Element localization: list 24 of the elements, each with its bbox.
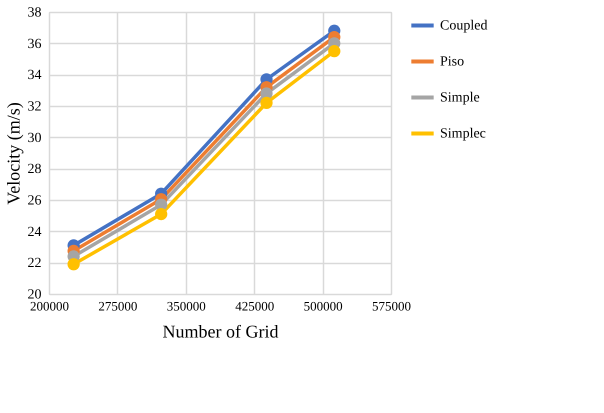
x-tick-label: 575000 — [372, 298, 411, 314]
y-tick-label: 24 — [28, 224, 42, 240]
y-tick-label: 36 — [28, 36, 42, 52]
legend-label: Simplec — [440, 126, 486, 142]
point — [68, 258, 80, 270]
x-axis-title: Number of Grid — [162, 322, 278, 342]
x-tick-label: 500000 — [304, 298, 343, 314]
legend-label: Piso — [440, 54, 464, 70]
y-tick-label: 28 — [28, 162, 42, 178]
point — [260, 96, 273, 109]
legend-label: Simple — [440, 90, 480, 106]
y-axis-title: Velocity (m/s) — [4, 102, 24, 205]
y-tick-label: 34 — [28, 68, 42, 84]
y-tick-label: 38 — [28, 6, 42, 20]
point — [155, 208, 168, 220]
y-tick-label: 22 — [28, 256, 42, 272]
y-tick-label: 32 — [28, 100, 42, 114]
y-tick-label: 30 — [28, 130, 42, 146]
x-tick-label: 425000 — [235, 298, 274, 314]
point — [328, 45, 340, 58]
x-tick-label: 275000 — [98, 298, 138, 314]
legend-label: Coupled — [440, 18, 488, 34]
y-tick-label: 26 — [28, 194, 42, 208]
x-tick-label: 350000 — [166, 298, 206, 314]
